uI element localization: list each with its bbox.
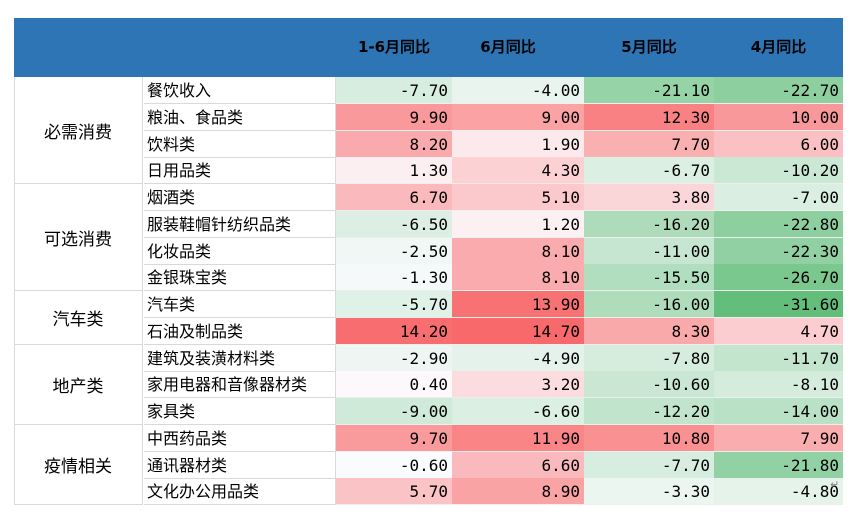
- value-cell: -22.80: [714, 210, 843, 238]
- value-cell: 0.40: [336, 371, 452, 399]
- row-label: 通讯器材类: [144, 451, 336, 479]
- value-cell: 10.00: [714, 103, 843, 131]
- table-header: 1-6月同比 6月同比 5月同比 4月同比: [14, 18, 843, 77]
- row-label: 化妆品类: [144, 237, 336, 265]
- value-cell: 5.70: [336, 478, 452, 506]
- row-label: 餐饮收入: [144, 77, 336, 104]
- value-cell: -11.70: [714, 344, 843, 372]
- value-cell: -5.70: [336, 291, 452, 318]
- value-cell: 8.30: [584, 317, 714, 345]
- value-cell: -7.00: [714, 184, 843, 211]
- col-header-1-6m: 1-6月同比: [357, 38, 431, 56]
- value-cell: 1.20: [452, 210, 584, 238]
- row-label: 汽车类: [144, 291, 336, 318]
- col-header-may: 5月同比: [621, 38, 677, 56]
- value-cell: -26.70: [714, 264, 843, 292]
- value-cell: -8.10: [714, 371, 843, 399]
- value-cell: -15.50: [584, 264, 714, 292]
- value-cell: -3.30: [584, 478, 714, 506]
- value-cell: -6.50: [336, 210, 452, 238]
- row-label: 家具类: [144, 398, 336, 425]
- data-table: 1-6月同比 6月同比 5月同比 4月同比 必需消费 餐饮收入 -7.70 -4.00…: [14, 18, 843, 506]
- value-cell: 5.10: [452, 184, 584, 211]
- value-cell: -31.60: [714, 291, 843, 318]
- value-cell: 7.70: [584, 130, 714, 158]
- value-cell: 3.80: [584, 184, 714, 211]
- value-cell: 14.70: [452, 317, 584, 345]
- value-cell: -2.90: [336, 344, 452, 372]
- value-cell: 14.20: [336, 317, 452, 345]
- value-cell: -6.60: [452, 398, 584, 425]
- col-header-apr: 4月同比: [750, 38, 807, 56]
- value-cell: -7.70: [584, 451, 714, 479]
- value-cell: -4.90: [452, 344, 584, 372]
- value-cell: -14.00: [714, 398, 843, 425]
- value-cell: 8.10: [452, 237, 584, 265]
- value-cell: -10.20: [714, 157, 843, 185]
- value-cell: 13.90: [452, 291, 584, 318]
- row-label: 中西药品类: [144, 424, 336, 452]
- value-cell: -1.30: [336, 264, 452, 292]
- value-cell: -12.20: [584, 398, 714, 425]
- value-cell: 11.90: [452, 424, 584, 452]
- row-label: 烟酒类: [144, 184, 336, 211]
- value-cell: -6.70: [584, 157, 714, 185]
- value-cell: 9.90: [336, 103, 452, 131]
- category-label: 汽车类: [14, 291, 143, 345]
- row-label: 家用电器和音像器材类: [144, 371, 336, 399]
- value-cell: -0.60: [336, 451, 452, 479]
- value-cell: 8.10: [452, 264, 584, 292]
- row-label: 服装鞋帽针纺织品类: [144, 210, 336, 238]
- value-cell: 6.70: [336, 184, 452, 211]
- row-label: 文化办公用品类: [144, 478, 336, 506]
- value-cell: 4.30: [452, 157, 584, 185]
- category-label: 地产类: [14, 344, 143, 425]
- value-cell: 4.70: [714, 317, 843, 345]
- value-cell: -9.00: [336, 398, 452, 425]
- row-label: 建筑及装潢材料类: [144, 344, 336, 372]
- value-cell: 1.90: [452, 130, 584, 158]
- value-cell: 8.90: [452, 478, 584, 506]
- value-cell: 9.70: [336, 424, 452, 452]
- value-cell: -16.20: [584, 210, 714, 238]
- value-cell: -21.10: [584, 77, 714, 104]
- value-cell: 12.30: [584, 103, 714, 131]
- value-cell: -21.80: [714, 451, 843, 479]
- category-label: 疫情相关: [14, 424, 143, 505]
- table-left-border: [14, 77, 15, 505]
- value-cell: -7.80: [584, 344, 714, 372]
- col-header-jun: 6月同比: [480, 38, 536, 56]
- category-label: 可选消费: [14, 184, 143, 291]
- value-cell: -11.00: [584, 237, 714, 265]
- value-cell: -10.60: [584, 371, 714, 399]
- value-cell: 3.20: [452, 371, 584, 399]
- category-label: 必需消费: [14, 77, 143, 184]
- value-cell: 8.20: [336, 130, 452, 158]
- value-cell: -16.00: [584, 291, 714, 318]
- return-mark-icon: ↵: [830, 478, 840, 491]
- value-cell: 6.00: [714, 130, 843, 158]
- value-cell: -22.30: [714, 237, 843, 265]
- row-label: 石油及制品类: [144, 317, 336, 345]
- value-cell: -2.50: [336, 237, 452, 265]
- value-cell: -22.70: [714, 77, 843, 104]
- value-cell: 6.60: [452, 451, 584, 479]
- row-label: 日用品类: [144, 157, 336, 185]
- value-cell: -7.70: [336, 77, 452, 104]
- row-label: 粮油、食品类: [144, 103, 336, 131]
- value-cell: -4.80: [714, 478, 843, 506]
- row-label: 金银珠宝类: [144, 264, 336, 292]
- value-cell: 7.90: [714, 424, 843, 452]
- value-cell: -4.00: [452, 77, 584, 104]
- value-cell: 10.80: [584, 424, 714, 452]
- row-label: 饮料类: [144, 130, 336, 158]
- value-cell: 9.00: [452, 103, 584, 131]
- value-cell: 1.30: [336, 157, 452, 185]
